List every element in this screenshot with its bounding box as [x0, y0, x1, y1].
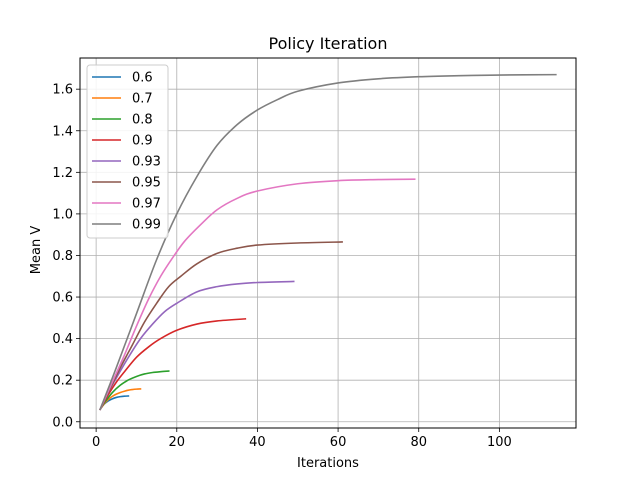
legend-entry-label: 0.95 — [132, 176, 161, 191]
y-tick-label: 0.2 — [52, 374, 73, 389]
legend-entry-label: 0.9 — [132, 134, 153, 149]
series-lines — [99, 73, 557, 411]
x-tick-label: 80 — [410, 435, 427, 450]
x-axis-label: Iterations — [297, 456, 359, 471]
x-tick-label: 100 — [487, 435, 512, 450]
series-line-0-8 — [99, 370, 170, 411]
x-tick-label: 60 — [330, 435, 347, 450]
series-line-0-95 — [99, 241, 343, 411]
legend-box — [86, 64, 169, 239]
series-line-0-97 — [99, 178, 416, 411]
series-line-0-93 — [99, 280, 295, 411]
y-tick-label: 1.2 — [52, 166, 73, 181]
plot-frame — [79, 57, 577, 429]
y-tick-label: 1.6 — [52, 83, 73, 98]
series-line-0-9 — [99, 318, 247, 411]
y-axis-label: Mean V — [29, 226, 44, 275]
legend-entry-label: 0.97 — [132, 197, 161, 212]
axis-ticks: 0 20 40 60 80 100 0.0 0.2 0.4 0.6 0.8 1.0 1.2 1.4 1.6 — [52, 83, 511, 450]
y-tick-label: 1.4 — [52, 124, 73, 139]
y-tick-label: 0.8 — [52, 249, 73, 264]
legend-entry-label: 0.7 — [132, 92, 153, 107]
x-tick-label: 0 — [92, 435, 100, 450]
x-tick-label: 20 — [169, 435, 186, 450]
legend: 0.6 0.7 0.8 0.9 0.93 0.95 0.97 0.99 — [86, 64, 169, 239]
legend-entry-label: 0.8 — [132, 113, 153, 128]
y-tick-label: 1.0 — [52, 207, 73, 222]
series-line-0-99 — [99, 73, 557, 411]
y-tick-label: 0.4 — [52, 332, 73, 347]
y-tick-label: 0.6 — [52, 291, 73, 306]
chart-title: Policy Iteration — [269, 34, 388, 53]
legend-entry-label: 0.6 — [132, 71, 153, 86]
legend-entry-label: 0.93 — [132, 155, 161, 170]
legend-entry-label: 0.99 — [132, 218, 161, 233]
x-tick-label: 40 — [249, 435, 266, 450]
y-tick-label: 0.0 — [52, 415, 73, 430]
series-line-0-7 — [99, 388, 142, 411]
grid — [80, 58, 576, 428]
